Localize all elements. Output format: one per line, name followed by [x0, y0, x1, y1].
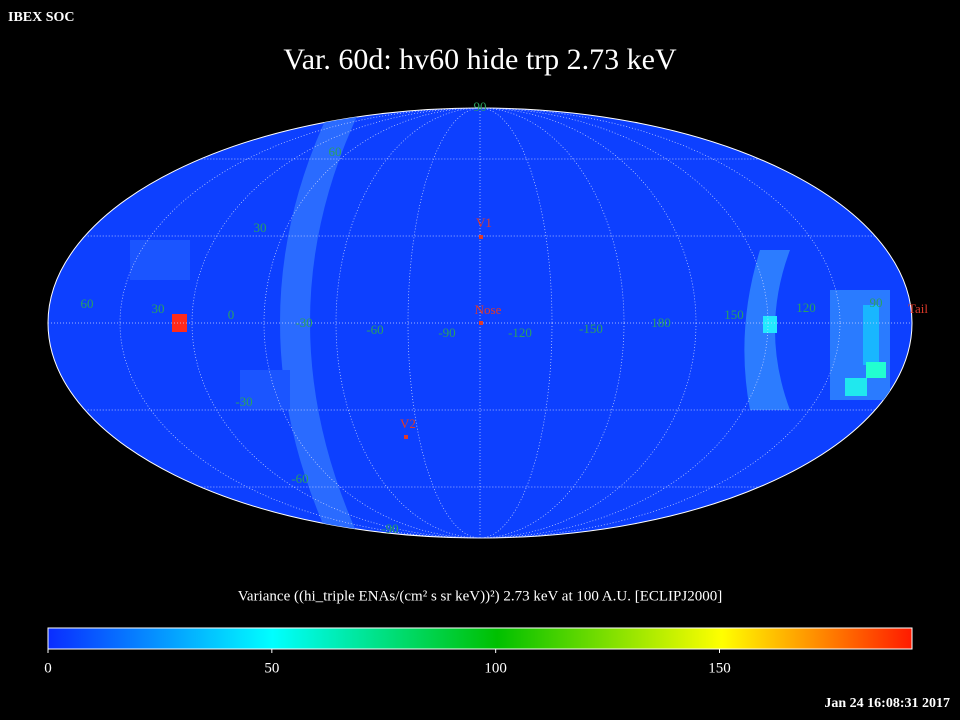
- grid-label: 60: [81, 296, 94, 311]
- grid-label: 30: [152, 301, 165, 316]
- grid-label: -90: [381, 521, 398, 536]
- grid-label: -150: [579, 321, 603, 336]
- marker-label: Tail: [908, 301, 928, 316]
- grid-label: -30: [235, 394, 252, 409]
- grid-label: 0: [228, 307, 235, 322]
- grid-label: -60: [366, 322, 383, 337]
- marker-label: Nose: [475, 302, 502, 317]
- patch: [763, 316, 777, 333]
- map-title: Var. 60d: hv60 hide trp 2.73 keV: [283, 43, 677, 76]
- grid-label: 30: [254, 220, 267, 235]
- grid-label: 90: [870, 295, 883, 310]
- grid-label: 120: [796, 300, 816, 315]
- colorbar-tick-label: 50: [264, 660, 279, 676]
- grid-label: -60: [291, 471, 308, 486]
- map-patches: [130, 110, 890, 538]
- grid-label: 150: [724, 307, 744, 322]
- patch: [130, 240, 190, 280]
- timestamp: Jan 24 16:08:31 2017: [824, 696, 950, 711]
- patch: [863, 305, 879, 365]
- patch: [866, 362, 886, 378]
- bright-band: [280, 110, 360, 538]
- colorbar: [47, 627, 913, 650]
- grid-label: -90: [438, 325, 455, 340]
- marker-label: V1: [476, 215, 492, 230]
- grid-label: -120: [508, 325, 532, 340]
- colorbar-tick-label: 100: [484, 660, 507, 676]
- colorbar-label: Variance ((hi_triple ENAs/(cm² s sr keV)…: [238, 588, 722, 604]
- colorbar-tick-label: 0: [44, 660, 52, 676]
- marker-label: V2: [400, 416, 416, 431]
- patch: [845, 378, 867, 396]
- patch: [240, 370, 290, 410]
- grid-label: 60: [329, 144, 342, 159]
- marker-point: [479, 235, 483, 239]
- marker-point: [404, 435, 408, 439]
- grid-label: -30: [295, 315, 312, 330]
- grid-label: 180: [651, 315, 671, 330]
- grid-label: 90: [474, 99, 487, 114]
- source-label: IBEX SOC: [8, 10, 75, 25]
- patch: [172, 314, 187, 332]
- colorbar-tick-label: 150: [708, 660, 731, 676]
- marker-point: [479, 321, 483, 325]
